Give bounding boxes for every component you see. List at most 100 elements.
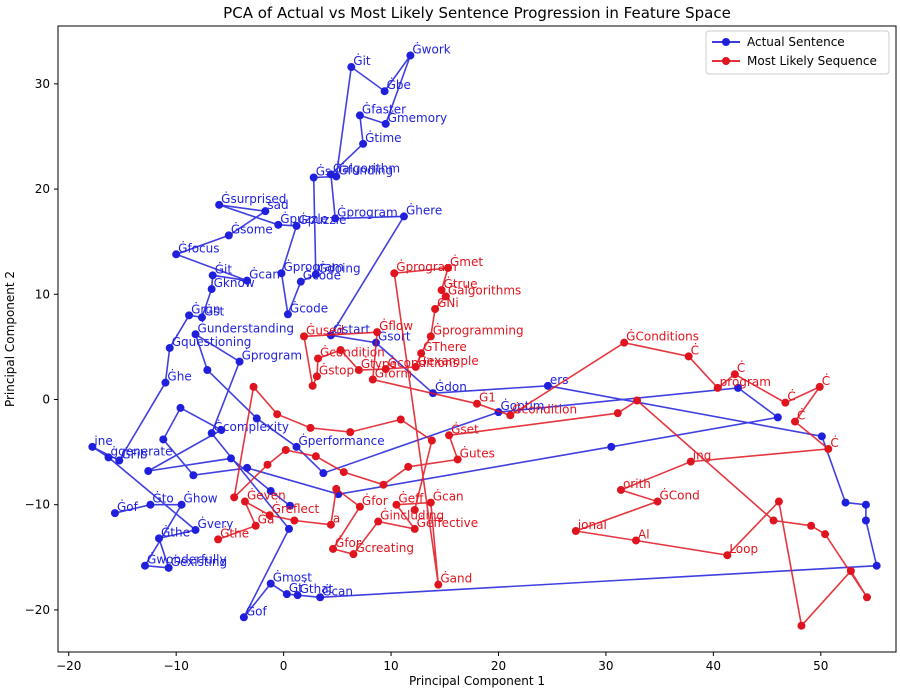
data-point [273,410,282,419]
x-tick-label: 50 [813,659,828,673]
data-point [781,398,790,407]
point-label: Ġmemory [388,109,447,125]
point-label: Ċ [830,434,838,450]
data-point [543,381,552,390]
data-point [312,372,321,381]
data-point [274,220,283,229]
data-point [207,285,216,294]
point-label: Ġeff [398,490,424,506]
point-label: sad [267,198,288,212]
data-point [607,442,616,451]
data-point [434,580,443,589]
data-point [284,524,293,533]
data-point [713,383,722,392]
point-label: ĠConditions [626,328,699,344]
point-label: Al [638,527,650,541]
point-label: Ġexample [418,352,479,368]
point-label: Ġ1 [479,389,496,405]
legend-marker [722,38,730,46]
data-point [281,445,290,454]
point-label: Ġtype [361,355,397,371]
legend: Actual Sentence Most Likely Sequence [705,30,890,75]
data-point [381,364,390,373]
data-point [730,370,739,379]
y-axis-title: Principal Component 2 [3,271,17,407]
point-label: Ġt [289,579,303,595]
data-point [296,277,305,286]
point-label: Ġreflect [272,500,320,516]
y-tick-label: 10 [35,287,50,301]
point-label: Ġform [375,365,412,381]
data-point [226,454,235,463]
data-point [208,271,217,280]
data-point [332,484,341,493]
legend-label: Actual Sentence [747,35,845,49]
data-point [390,269,399,278]
data-point [191,525,200,534]
x-tick-label: −20 [56,659,81,673]
data-point [427,436,436,445]
point-label: Ġmet [450,253,483,269]
data-point [473,399,481,408]
point-label: ĠFib [121,446,147,462]
point-label: Ġprogram [396,258,457,274]
data-point [185,311,194,320]
point-label: Ġprogram [337,204,398,220]
point-label: orith [623,477,651,491]
point-label: Ġrun [191,300,220,316]
point-label: Ġconditions [388,354,459,370]
data-point [104,453,113,462]
data-point [203,366,212,375]
data-point [410,524,419,533]
data-point [331,214,340,223]
data-point [249,382,258,391]
data-point [406,51,415,60]
point-label: Ċ [822,372,830,388]
x-tick-label: 0 [280,659,288,673]
point-label: Ġstop [319,361,354,377]
data-point [252,414,261,423]
data-point [684,352,693,361]
data-point [817,432,826,441]
point-label: Ġbe [387,76,411,92]
data-point [292,442,301,451]
data-point [110,509,119,518]
data-point [115,456,124,465]
point-label: Ġprogram [242,347,303,363]
data-point [164,563,173,572]
data-point [506,411,515,420]
data-point [141,561,150,570]
data-point [308,381,317,390]
data-point [197,313,206,322]
data-point [417,349,426,358]
point-label: Ġfor [335,534,361,550]
data-point [632,536,641,545]
point-label: Ġthe [161,523,190,539]
point-label: Ġflow [379,317,413,333]
data-point [319,469,328,478]
data-point [240,497,249,506]
point-label: ĠCond [659,487,699,503]
data-point [354,366,363,375]
data-point [380,87,389,96]
x-axis: −20 −10 0 10 20 30 40 50 [56,652,828,673]
legend-box [705,30,890,75]
data-point [824,444,833,453]
point-label: ĠThere [423,338,467,354]
data-point [265,511,274,520]
point-label: Ġto [152,490,173,506]
data-point [355,111,364,120]
point-label: Ġstart [333,320,371,336]
point-label: Ġdon [435,378,467,394]
legend-label: Most Likely Sequence [747,54,877,68]
point-label: Ġfaster [362,100,406,116]
data-point [339,468,348,477]
data-point [355,502,364,511]
point-label: Ġincluding [380,507,444,523]
data-point [774,497,783,506]
point-label: ine [94,434,112,448]
data-point [172,250,181,259]
data-point [293,591,302,600]
point-label: Ġand [440,570,472,586]
x-tick-label: 40 [706,659,721,673]
